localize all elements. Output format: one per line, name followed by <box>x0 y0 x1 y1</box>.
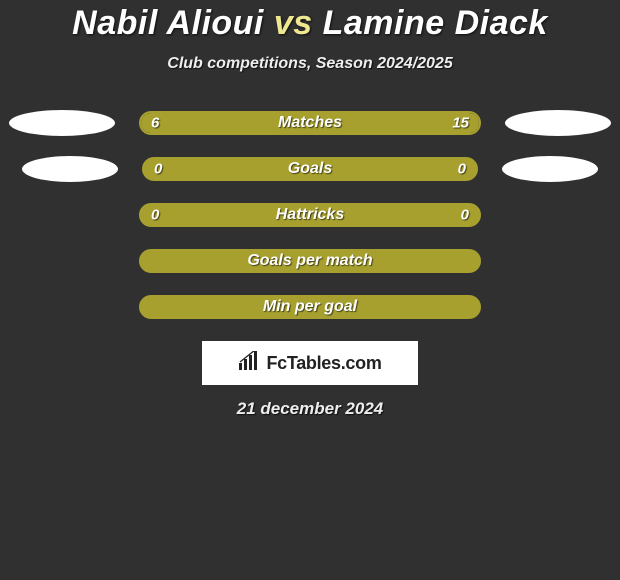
stat-bar: 00Hattricks <box>139 203 481 227</box>
logo-box: FcTables.com <box>202 341 418 385</box>
stat-label: Hattricks <box>141 206 479 224</box>
stat-bar: Goals per match <box>139 249 481 273</box>
stat-label: Goals <box>144 160 476 178</box>
page-title: Nabil Alioui vs Lamine Diack <box>0 4 620 43</box>
stat-row: Goals per match <box>0 249 620 273</box>
stat-label: Goals per match <box>141 252 479 270</box>
player1-name: Nabil Alioui <box>72 4 264 42</box>
stat-bar: Min per goal <box>139 295 481 319</box>
player2-name: Lamine Diack <box>323 4 548 42</box>
stat-label: Matches <box>141 114 479 132</box>
date-label: 21 december 2024 <box>0 399 620 419</box>
stats-area: 615Matches 00Goals 00Hattricks Goals per ma… <box>0 111 620 319</box>
stat-label: Min per goal <box>141 298 479 316</box>
stat-bar: 00Goals <box>142 157 478 181</box>
player1-marker <box>22 156 118 182</box>
stat-row: 615Matches <box>0 111 620 135</box>
stat-row: Min per goal <box>0 295 620 319</box>
player2-marker <box>502 156 598 182</box>
subtitle: Club competitions, Season 2024/2025 <box>0 55 620 73</box>
comparison-infographic: Nabil Alioui vs Lamine Diack Club compet… <box>0 0 620 419</box>
vs-label: vs <box>274 4 313 42</box>
bar-chart-icon <box>238 351 260 376</box>
stat-bar: 615Matches <box>139 111 481 135</box>
logo-text: FcTables.com <box>266 353 381 374</box>
stat-row: 00Hattricks <box>0 203 620 227</box>
player2-marker <box>505 110 611 136</box>
player1-marker <box>9 110 115 136</box>
stat-row: 00Goals <box>0 157 620 181</box>
